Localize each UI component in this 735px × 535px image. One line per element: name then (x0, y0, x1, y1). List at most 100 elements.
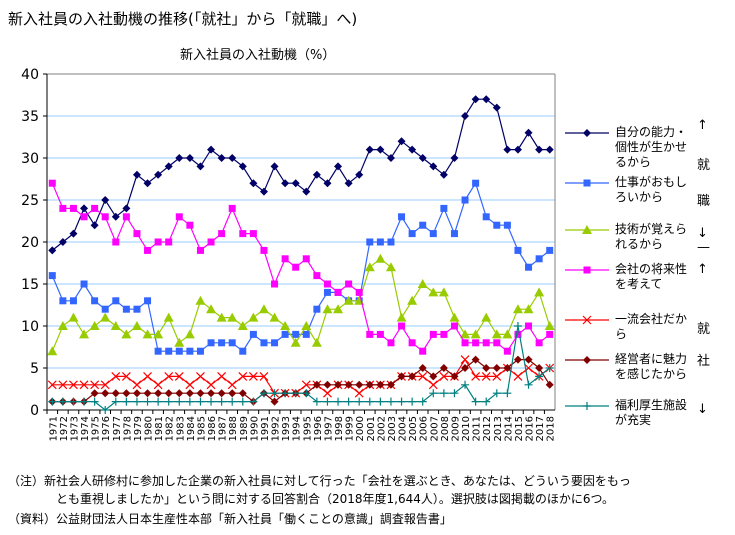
data-point (323, 179, 332, 188)
data-point (482, 339, 490, 347)
data-point (175, 213, 183, 221)
data-point (69, 397, 78, 406)
data-point (154, 389, 163, 398)
data-point (58, 380, 68, 390)
data-point (207, 389, 216, 398)
data-point (582, 315, 592, 325)
data-point (334, 380, 343, 389)
data-point (271, 339, 279, 347)
data-point (503, 347, 511, 355)
data-point (122, 397, 131, 406)
series-2 (47, 253, 555, 356)
x-tick-label: 2000 (355, 416, 366, 441)
data-point (154, 347, 162, 355)
data-point (334, 288, 342, 296)
data-point (228, 339, 236, 347)
data-point (461, 364, 470, 372)
legend-swatch (565, 402, 609, 410)
data-point (355, 397, 364, 406)
data-point (302, 255, 310, 263)
data-point (428, 380, 438, 390)
y-tick-label: 5 (30, 361, 39, 377)
data-point (143, 397, 152, 406)
x-tick-label: 1988 (228, 416, 239, 441)
data-point (175, 154, 184, 162)
x-tick-label: 1995 (302, 416, 313, 441)
data-point (376, 145, 385, 154)
data-point (439, 364, 448, 372)
data-point (503, 364, 512, 372)
data-point (302, 330, 310, 338)
x-tick-label: 1982 (165, 416, 176, 441)
x-tick-label: 2004 (398, 416, 409, 441)
legend-label: 仕事がおもしろいから (615, 175, 688, 204)
data-point (239, 230, 247, 238)
data-point (385, 262, 396, 272)
data-point (398, 213, 406, 221)
data-point (396, 312, 407, 322)
data-point (439, 170, 448, 179)
x-tick-label: 1997 (323, 416, 334, 441)
data-point (439, 389, 448, 398)
data-point (583, 129, 591, 137)
data-point (481, 371, 491, 381)
data-point (583, 179, 591, 187)
data-point (301, 380, 311, 390)
data-point (143, 179, 152, 188)
note-text-2: とも重視しましたか」という問に対する回答割合（2018年度1,644人）。選択肢… (56, 492, 615, 506)
data-point (408, 397, 417, 406)
y-tick-label: 20 (21, 235, 39, 251)
legend-label: 技術が覚えられるから (615, 222, 688, 251)
data-point (429, 330, 437, 338)
data-point (270, 389, 279, 398)
data-point (514, 246, 522, 254)
data-point (216, 312, 227, 322)
data-point (237, 321, 248, 330)
data-point (269, 312, 280, 322)
data-point (323, 280, 331, 288)
data-point (450, 154, 459, 162)
data-point (100, 312, 111, 322)
data-point (122, 204, 131, 213)
data-point (481, 312, 492, 322)
data-point (165, 347, 173, 355)
data-point (471, 355, 480, 364)
data-point (334, 162, 343, 171)
data-point (249, 179, 258, 188)
data-point (207, 145, 216, 154)
data-point (79, 380, 89, 390)
x-tick-label: 1985 (196, 416, 207, 441)
data-point (440, 204, 448, 212)
data-point (218, 230, 226, 238)
data-point (397, 372, 406, 381)
data-point (281, 255, 289, 263)
x-tick-label: 1973 (69, 416, 80, 441)
data-point (344, 380, 353, 389)
x-tick-label: 1979 (133, 416, 144, 441)
data-point (333, 304, 344, 314)
data-point (228, 154, 237, 162)
data-point (48, 272, 56, 280)
data-point (185, 397, 194, 406)
y-tick-label: 15 (21, 277, 39, 293)
data-point (491, 329, 502, 339)
data-point (302, 389, 311, 398)
data-point (271, 280, 279, 288)
data-point (492, 103, 501, 112)
data-point (460, 329, 471, 339)
legend-swatch (565, 129, 609, 137)
data-point (387, 339, 395, 347)
data-point (227, 380, 237, 390)
x-tick-label: 1994 (292, 416, 303, 441)
data-point (196, 246, 204, 254)
data-point (545, 364, 554, 372)
data-point (582, 225, 592, 234)
data-point (143, 371, 152, 381)
x-tick-label: 2018 (546, 416, 557, 441)
data-point (165, 238, 173, 246)
data-point (365, 380, 374, 389)
x-tick-label: 2010 (461, 416, 472, 441)
data-point (228, 389, 237, 398)
data-point (122, 213, 130, 221)
data-point (418, 154, 427, 162)
